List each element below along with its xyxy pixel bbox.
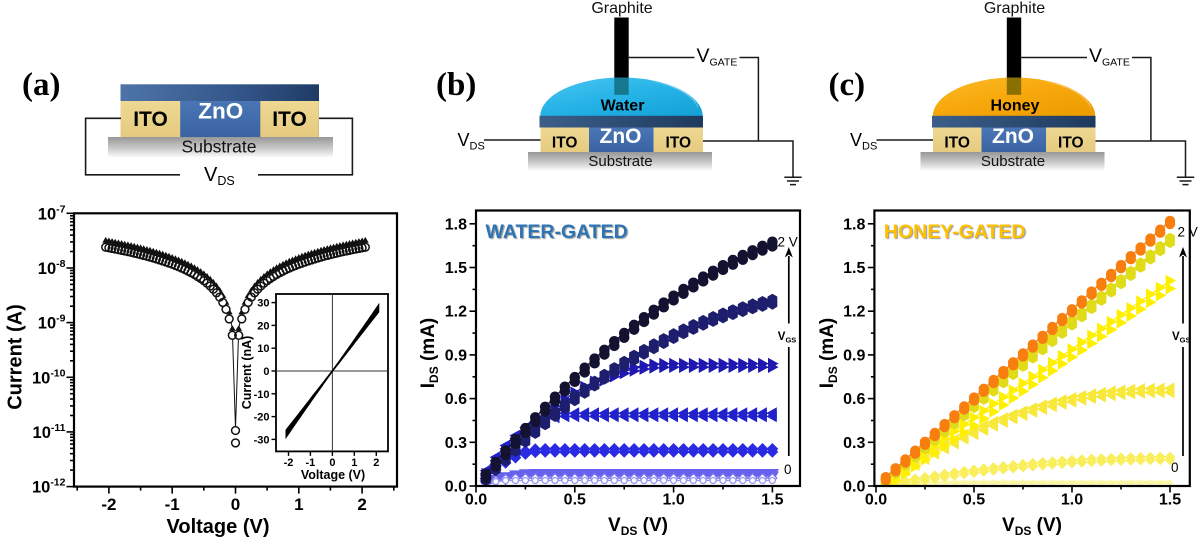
svg-text:Current (nA): Current (nA) (240, 336, 254, 410)
svg-text:VDS (V): VDS (V) (608, 515, 668, 538)
svg-text:VGATE: VGATE (1089, 45, 1130, 69)
svg-text:20: 20 (257, 320, 269, 332)
svg-text:2 V: 2 V (778, 235, 798, 250)
svg-text:Water: Water (601, 98, 645, 115)
svg-text:0.3: 0.3 (445, 435, 467, 452)
svg-text:Voltage (V): Voltage (V) (167, 516, 270, 538)
svg-text:WATER-GATED: WATER-GATED (486, 221, 628, 243)
svg-text:0.6: 0.6 (843, 391, 865, 408)
svg-text:1: 1 (351, 457, 357, 469)
svg-text:-10: -10 (254, 389, 270, 401)
svg-text:IDS (mA): IDS (mA) (817, 318, 840, 389)
svg-text:Substrate: Substrate (981, 153, 1045, 170)
svg-text:0: 0 (784, 462, 792, 477)
svg-text:0.0: 0.0 (865, 492, 887, 509)
svg-text:Current (A): Current (A) (5, 304, 27, 410)
svg-text:Substrate: Substrate (182, 137, 257, 157)
svg-text:1.5: 1.5 (843, 260, 865, 277)
svg-text:(c): (c) (829, 67, 866, 103)
svg-text:0: 0 (1171, 460, 1179, 475)
svg-text:1.5: 1.5 (761, 492, 783, 509)
svg-text:-20: -20 (254, 412, 270, 424)
svg-text:VDS: VDS (458, 130, 485, 153)
svg-text:0: 0 (231, 495, 240, 514)
svg-text:10-8: 10-8 (38, 258, 66, 278)
svg-text:IDS (mA): IDS (mA) (418, 318, 441, 389)
svg-text:ITO: ITO (272, 108, 307, 131)
svg-text:Voltage (V): Voltage (V) (301, 468, 365, 482)
svg-text:0.0: 0.0 (843, 479, 865, 496)
svg-text:2: 2 (373, 457, 379, 469)
svg-text:0: 0 (263, 366, 269, 378)
svg-text:Substrate: Substrate (588, 153, 652, 170)
svg-text:HONEY-GATED: HONEY-GATED (884, 221, 1026, 243)
svg-text:10-12: 10-12 (32, 477, 66, 497)
svg-text:1.8: 1.8 (445, 216, 467, 233)
svg-text:0.5: 0.5 (963, 492, 985, 509)
svg-text:0.5: 0.5 (564, 492, 586, 509)
svg-text:ZnO: ZnO (992, 125, 1034, 148)
svg-text:-30: -30 (254, 434, 270, 446)
svg-text:0.3: 0.3 (843, 435, 865, 452)
svg-text:VDS (V): VDS (V) (1002, 515, 1062, 538)
svg-text:0.0: 0.0 (465, 492, 487, 509)
svg-text:Graphite: Graphite (591, 0, 652, 17)
svg-text:ITO: ITO (1058, 135, 1084, 152)
svg-text:-1: -1 (306, 457, 316, 469)
svg-text:VGATE: VGATE (697, 45, 738, 69)
svg-text:-2: -2 (284, 457, 294, 469)
svg-text:10-7: 10-7 (38, 203, 66, 223)
svg-text:1.2: 1.2 (445, 304, 467, 321)
svg-text:-1: -1 (165, 495, 180, 514)
svg-text:ZnO: ZnO (198, 99, 243, 124)
svg-text:(b): (b) (436, 67, 476, 103)
svg-text:VGS: VGS (1172, 331, 1191, 345)
svg-text:10-11: 10-11 (33, 422, 66, 442)
svg-text:0.9: 0.9 (445, 347, 467, 364)
svg-text:2: 2 (357, 495, 366, 514)
svg-text:ZnO: ZnO (600, 125, 642, 148)
svg-text:30: 30 (257, 298, 269, 310)
svg-text:10: 10 (257, 343, 269, 355)
svg-text:2 V: 2 V (1178, 225, 1198, 240)
svg-text:1.5: 1.5 (445, 260, 467, 277)
svg-text:0.0: 0.0 (445, 479, 467, 496)
svg-text:1.0: 1.0 (1061, 492, 1083, 509)
svg-text:0: 0 (329, 457, 335, 469)
svg-text:Graphite: Graphite (984, 0, 1045, 17)
svg-text:ITO: ITO (552, 135, 578, 152)
svg-text:10-10: 10-10 (32, 367, 66, 387)
svg-text:VDS: VDS (204, 164, 235, 188)
svg-text:VGS: VGS (778, 331, 797, 345)
svg-text:-2: -2 (101, 495, 116, 514)
svg-text:0.9: 0.9 (843, 347, 865, 364)
svg-text:1.2: 1.2 (843, 304, 865, 321)
svg-text:(a): (a) (22, 67, 60, 103)
svg-text:1.8: 1.8 (843, 216, 865, 233)
svg-text:ITO: ITO (133, 108, 168, 131)
svg-text:ITO: ITO (666, 135, 692, 152)
svg-text:0.6: 0.6 (445, 391, 467, 408)
svg-text:VDS: VDS (850, 130, 877, 153)
svg-text:1.5: 1.5 (1159, 492, 1181, 509)
svg-text:Honey: Honey (991, 98, 1040, 115)
svg-text:10-9: 10-9 (38, 313, 66, 333)
svg-text:ITO: ITO (944, 135, 970, 152)
svg-text:1: 1 (294, 495, 303, 514)
svg-text:1.0: 1.0 (662, 492, 684, 509)
